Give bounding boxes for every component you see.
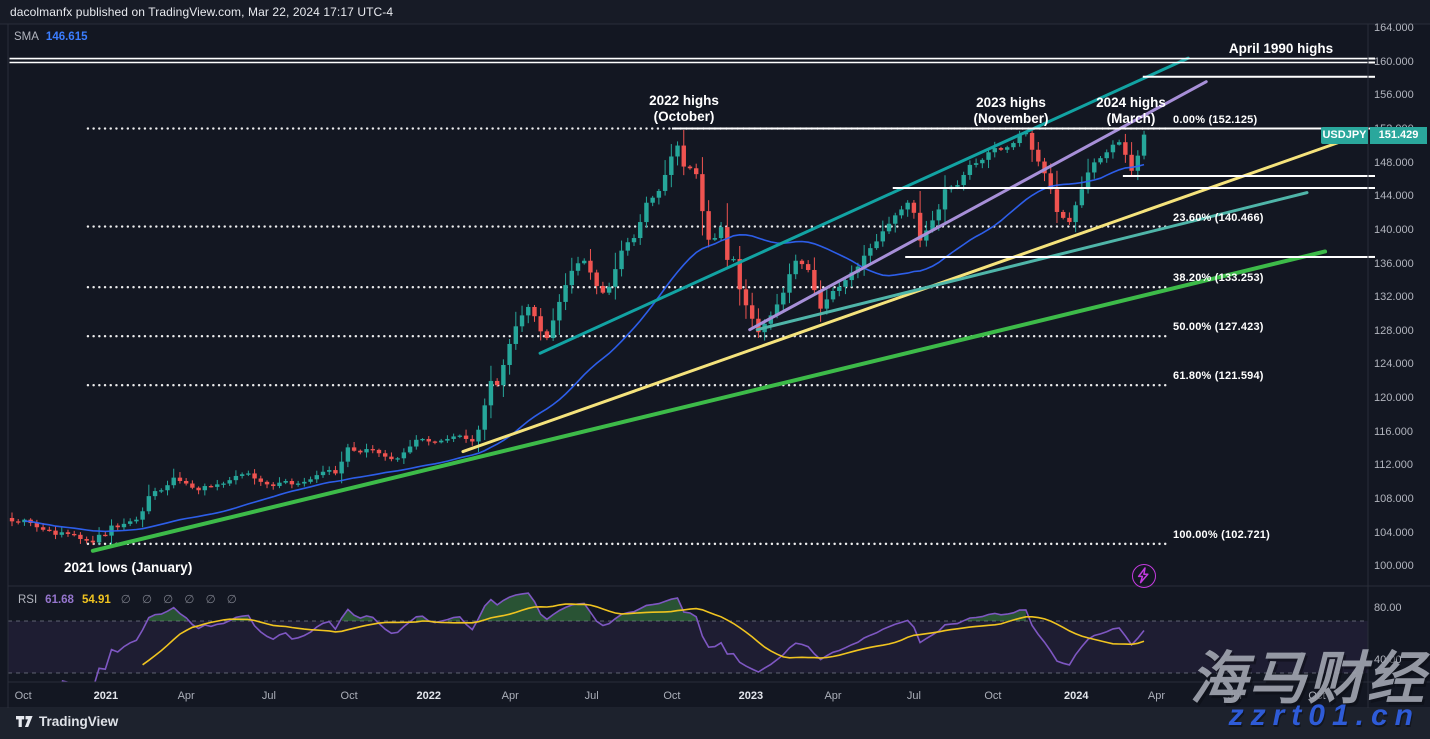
price-axis-label[interactable]: 100.000 — [1374, 560, 1414, 573]
price-axis-label[interactable]: 112.000 — [1374, 459, 1413, 472]
sma-line[interactable] — [24, 163, 1145, 533]
price-axis-label[interactable]: 136.000 — [1374, 257, 1414, 270]
annotation-highs-2023: 2023 highs (November) — [973, 95, 1049, 126]
lightning-icon — [1137, 567, 1149, 584]
sma-value: 146.615 — [45, 31, 88, 43]
fib-level-label: 100.00% (102.721) — [1173, 528, 1270, 541]
time-axis-label[interactable]: 2021 — [93, 690, 119, 702]
rsi-empty-slots: ∅ ∅ ∅ ∅ ∅ ∅ — [120, 594, 241, 606]
price-axis-label[interactable]: 128.000 — [1374, 324, 1414, 337]
price-axis-label[interactable]: 164.000 — [1374, 22, 1414, 35]
rsi-line — [61, 592, 1145, 682]
green-support-line — [90, 249, 1328, 553]
sma-label: SMA — [14, 31, 39, 43]
aqua-trend-line — [755, 191, 1309, 332]
price-axis-label[interactable]: 148.000 — [1374, 156, 1414, 169]
time-axis-label[interactable]: 2023 — [738, 690, 764, 702]
time-axis-label[interactable]: Jul — [1227, 690, 1242, 702]
rsi-pane[interactable] — [8, 592, 1368, 689]
time-axis-label[interactable]: Oct — [340, 690, 358, 702]
horizontal-levels[interactable] — [9, 57, 1375, 258]
time-axis-label[interactable]: Apr — [824, 690, 842, 702]
purple-trend-line — [748, 80, 1208, 332]
rsi-legend[interactable]: RSI 61.68 54.91 ∅ ∅ ∅ ∅ ∅ ∅ — [18, 592, 241, 606]
time-axis-label[interactable]: Apr — [1147, 690, 1166, 702]
tradingview-brand: TradingView — [39, 714, 119, 729]
time-axis-label[interactable]: Jul — [584, 690, 599, 702]
annotation-april-1990-highs: April 1990 highs — [1228, 41, 1334, 56]
rsi-smooth-line — [142, 603, 1145, 666]
price-axis-label[interactable]: 144.000 — [1374, 190, 1414, 203]
time-axis-label[interactable]: Oct — [14, 690, 32, 702]
sma-legend[interactable]: SMA 146.615 — [14, 31, 88, 43]
price-axis-label[interactable]: 124.000 — [1374, 358, 1414, 371]
symbol-tag: USDJPY — [1321, 127, 1368, 144]
annotation-highs-2024: 2024 highs (March) — [1096, 95, 1166, 126]
fib-level-label: 0.00% (152.125) — [1173, 113, 1258, 126]
price-axis-label[interactable]: 156.000 — [1374, 89, 1414, 102]
price-axis-label[interactable]: 116.000 — [1374, 425, 1413, 438]
publish-text: dacolmanfx published on TradingView.com,… — [10, 5, 394, 19]
yellow-trend-line — [461, 130, 1368, 454]
time-axis-label[interactable]: Oct — [1308, 690, 1326, 702]
time-axis-label[interactable]: 2024 — [1063, 690, 1089, 702]
teal-channel-line — [538, 56, 1190, 355]
time-axis-label[interactable]: Apr — [177, 690, 195, 702]
fib-level-label: 50.00% (127.423) — [1173, 321, 1264, 334]
price-axis-label[interactable]: 108.000 — [1374, 492, 1414, 505]
watermark-url: zzrt01.cn — [1228, 699, 1420, 732]
price-axis-label[interactable]: 140.000 — [1374, 223, 1414, 236]
watermark-cn: 海马财经 — [1190, 647, 1426, 711]
candlestick-series[interactable] — [9, 128, 1147, 546]
price-axis-label[interactable]: 160.000 — [1374, 55, 1414, 68]
price-axis-label[interactable]: 104.000 — [1374, 526, 1414, 539]
last-price-tag: 151.429 — [1370, 127, 1427, 144]
publish-bar: dacolmanfx published on TradingView.com,… — [0, 0, 1430, 24]
annotation-highs-2022: 2022 highs (October) — [649, 93, 719, 124]
annotation-lows-2021: 2021 lows (January) — [64, 560, 193, 575]
rsi-value: 61.68 — [45, 594, 74, 606]
rsi-axis-label[interactable]: 40.00 — [1374, 653, 1402, 666]
rsi-axis-label[interactable]: 80.00 — [1374, 601, 1402, 614]
time-axis-label[interactable]: Oct — [984, 690, 1002, 702]
rsi-label: RSI — [18, 594, 38, 606]
footer-bar: TradingView — [0, 708, 1430, 739]
fib-level-label: 61.80% (121.594) — [1173, 370, 1264, 383]
price-axis-label[interactable]: 120.000 — [1374, 392, 1414, 405]
flash-boost-button[interactable] — [1132, 564, 1156, 588]
price-axis-label[interactable]: 132.000 — [1374, 291, 1414, 304]
tradingview-icon — [16, 716, 33, 727]
fib-level-label: 38.20% (133.253) — [1173, 272, 1264, 285]
time-axis-label[interactable]: Apr — [501, 690, 519, 702]
time-axis-label[interactable]: 2022 — [416, 690, 441, 702]
fib-level-label: 23.60% (140.466) — [1173, 211, 1264, 224]
tradingview-logo[interactable]: TradingView — [16, 714, 118, 729]
time-axis-label[interactable]: Jul — [906, 690, 921, 702]
rsi-smooth-value: 54.91 — [81, 594, 111, 606]
time-axis-label[interactable]: Jul — [261, 690, 276, 702]
trendlines[interactable] — [90, 56, 1368, 553]
time-axis-label[interactable]: Oct — [663, 690, 681, 702]
